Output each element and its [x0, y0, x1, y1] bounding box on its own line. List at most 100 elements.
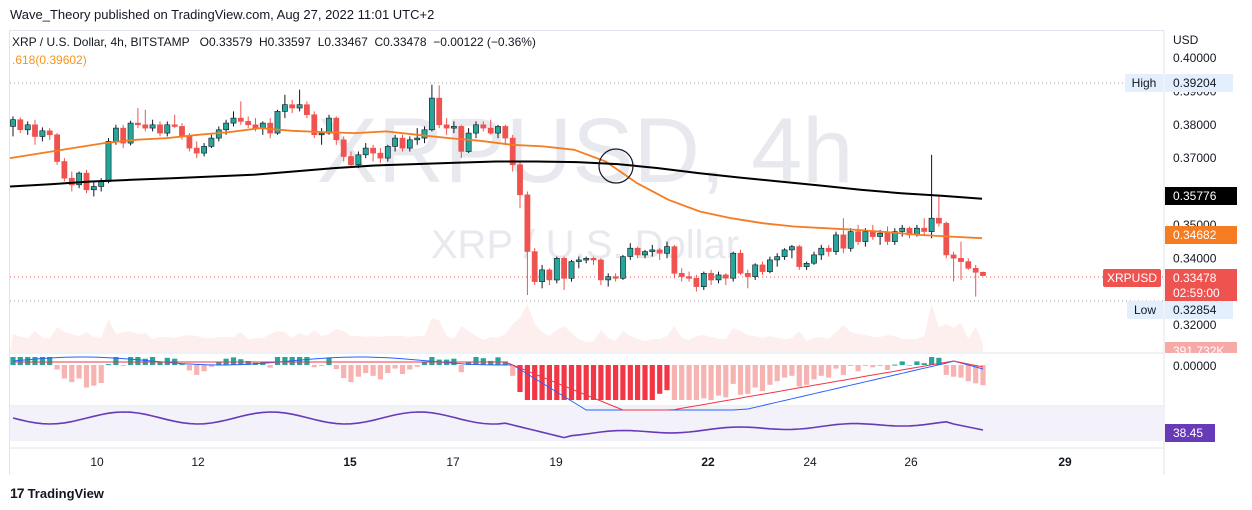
candle-body — [348, 156, 354, 166]
macd-histogram-bar — [466, 362, 472, 365]
candle-body — [708, 272, 714, 281]
candle-body — [605, 276, 612, 281]
tradingview-footer[interactable]: 17 TradingView — [10, 485, 104, 501]
volume-value-clip: 391.732K — [1165, 342, 1237, 353]
macd-histogram-bar — [840, 365, 846, 375]
macd-histogram-bar — [201, 365, 207, 372]
candle-body — [61, 161, 68, 179]
candle-body — [296, 104, 303, 109]
macd-histogram-bar — [69, 365, 75, 383]
macd-histogram-bar — [458, 365, 464, 373]
high-tag: High — [1132, 76, 1157, 90]
macd-histogram-bar — [363, 365, 369, 374]
macd-histogram-bar — [833, 365, 839, 369]
macd-histogram-bar — [671, 365, 677, 400]
ma50-line — [10, 127, 983, 240]
candle-body — [303, 104, 310, 115]
chart-frame — [9, 30, 1164, 475]
macd-histogram-bar — [319, 365, 325, 366]
macd-histogram-bar — [980, 365, 986, 386]
macd-histogram-bar — [25, 357, 31, 365]
macd-histogram-bar — [164, 357, 170, 365]
candle-body — [370, 147, 376, 154]
macd-signal-line — [13, 360, 984, 411]
volume-area — [10, 304, 983, 352]
candle-body — [201, 146, 207, 154]
candle-body — [127, 122, 134, 144]
macd-histogram-bar — [936, 357, 942, 365]
macd-histogram-bar — [61, 365, 67, 379]
candle-body — [553, 257, 560, 281]
macd-histogram-bar — [355, 365, 361, 377]
candle-body — [281, 104, 288, 112]
candle-body — [509, 137, 516, 166]
candle-body — [781, 249, 788, 257]
candle-body — [869, 231, 876, 237]
candle-body — [642, 251, 648, 256]
volume-value-bg — [1165, 342, 1237, 353]
macd-histogram-bar — [488, 360, 494, 365]
macd-histogram-bar — [613, 365, 619, 400]
candle-body — [744, 272, 751, 277]
candle-body — [825, 247, 832, 252]
macd-histogram-bar — [715, 365, 722, 396]
macd-histogram-bar — [399, 365, 406, 374]
candle-body — [193, 147, 200, 154]
candle-body — [384, 146, 391, 159]
macd-histogram-bar — [804, 365, 810, 385]
candle-body — [531, 251, 538, 282]
candle-body — [149, 124, 156, 129]
candle-body — [164, 124, 171, 134]
candle-body — [208, 137, 215, 147]
macd-histogram-bar — [341, 365, 347, 379]
candle-body — [326, 117, 332, 134]
candle-body — [105, 141, 112, 182]
time-tick-label: 10 — [90, 455, 104, 469]
candle-body — [943, 222, 950, 256]
macd-histogram-bar — [826, 365, 832, 378]
candle-body — [627, 247, 634, 257]
ohlc-legend: XRP / U.S. Dollar, 4h, BITSTAMP O0.33579… — [12, 35, 536, 49]
candle-body — [487, 127, 494, 134]
candle-body — [686, 276, 692, 279]
macd-histogram-bar — [906, 365, 913, 366]
candle-body — [24, 124, 31, 131]
candle-body — [245, 121, 252, 126]
candle-body — [237, 117, 244, 122]
candle-body — [980, 271, 986, 276]
time-tick-label: 22 — [701, 455, 715, 469]
macd-histogram-bar — [884, 365, 891, 370]
macd-histogram-bar — [348, 365, 354, 383]
price-tick-label: 0.37000 — [1173, 151, 1217, 165]
macd-histogram-bar — [892, 364, 898, 366]
candle-body — [443, 124, 450, 129]
candle-body — [855, 231, 861, 242]
candle-body — [752, 264, 759, 277]
candle-body — [590, 257, 597, 261]
candle-body — [473, 124, 479, 134]
candle-body — [935, 217, 942, 224]
candle-body — [796, 246, 803, 267]
candle-body — [377, 152, 384, 159]
macd-histogram-bar — [561, 365, 567, 400]
macd-histogram-bar — [54, 365, 60, 370]
candle-body — [840, 234, 847, 249]
candle-body — [928, 217, 935, 232]
low-value: 0.32854 — [1173, 303, 1217, 317]
footer-brand: TradingView — [27, 485, 104, 501]
candle-body — [333, 117, 340, 141]
candle-body — [289, 104, 296, 109]
macd-histogram-bar — [914, 361, 920, 365]
candle-body — [656, 249, 663, 254]
macd-histogram-bar — [752, 365, 758, 388]
macd-histogram-bar — [128, 357, 134, 365]
macd-histogram-bar — [627, 365, 633, 400]
macd-histogram-bar — [546, 365, 552, 400]
candle-body — [568, 261, 575, 279]
rsi-value: 38.45 — [1173, 426, 1203, 440]
rsi-line — [12, 411, 984, 439]
macd-histogram-bar — [899, 361, 905, 365]
candle-body — [664, 246, 670, 254]
high-tag-bg — [1125, 74, 1163, 92]
